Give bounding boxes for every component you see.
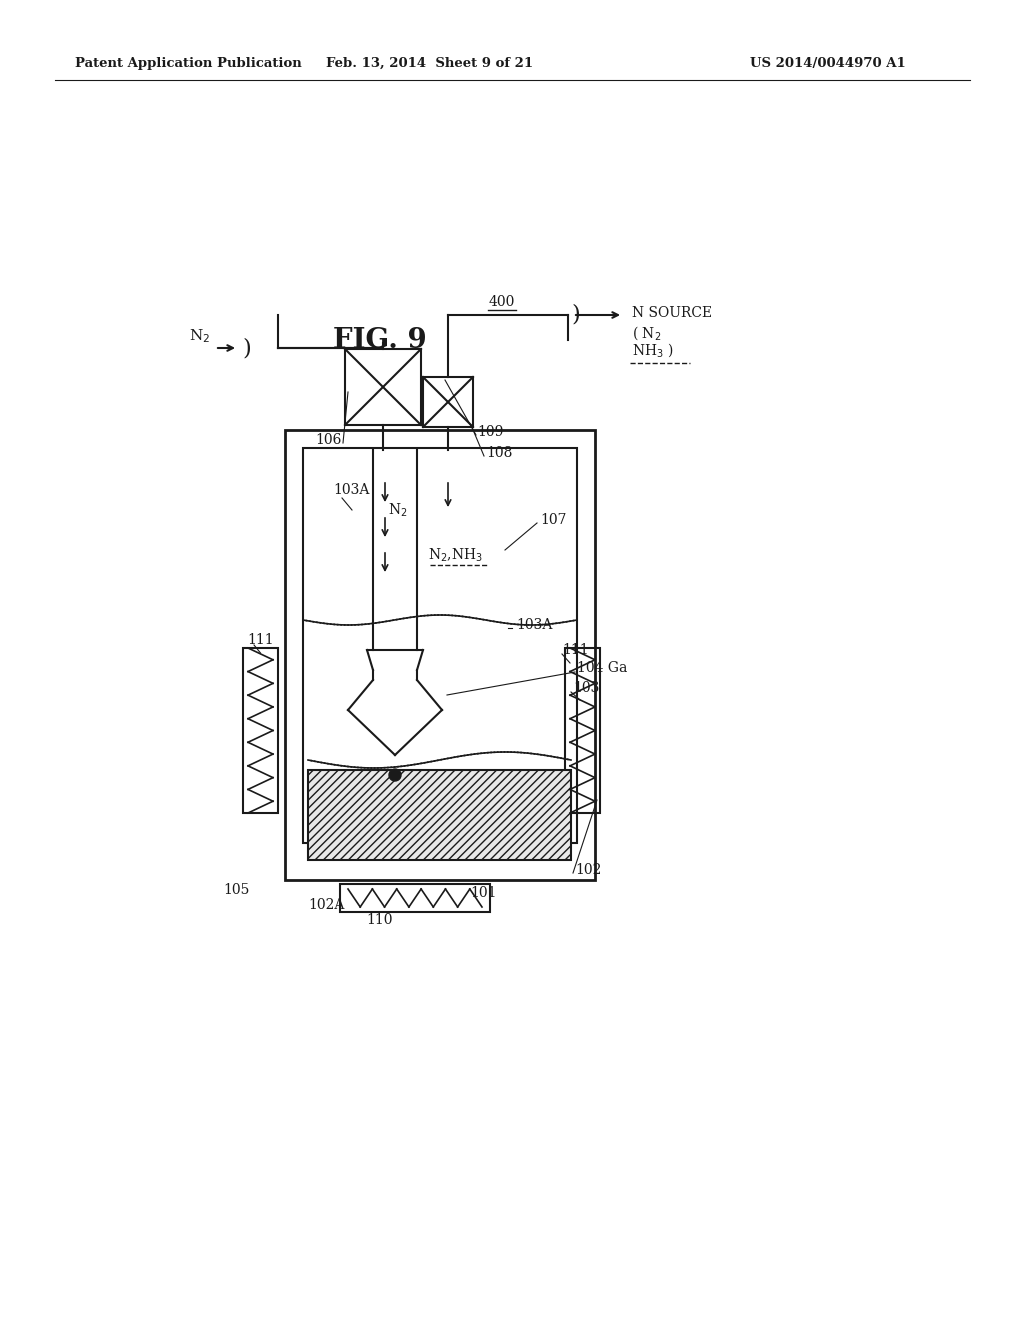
Text: FIG. 9: FIG. 9 <box>333 326 427 354</box>
Text: NH$_3$ ): NH$_3$ ) <box>632 341 674 359</box>
Text: Feb. 13, 2014  Sheet 9 of 21: Feb. 13, 2014 Sheet 9 of 21 <box>327 57 534 70</box>
Text: N$_2$: N$_2$ <box>388 502 408 519</box>
Text: 103A: 103A <box>333 483 370 498</box>
Text: 104 Ga: 104 Ga <box>577 661 628 675</box>
Text: 111: 111 <box>562 643 589 657</box>
Bar <box>243 648 278 813</box>
Text: 110: 110 <box>367 913 393 927</box>
Circle shape <box>389 770 401 781</box>
Text: 105: 105 <box>223 883 250 898</box>
Text: 108: 108 <box>486 446 512 459</box>
Bar <box>345 348 421 425</box>
Text: 102: 102 <box>575 863 601 876</box>
Text: Patent Application Publication: Patent Application Publication <box>75 57 302 70</box>
Bar <box>565 648 600 813</box>
Text: ): ) <box>242 337 251 359</box>
Text: US 2014/0044970 A1: US 2014/0044970 A1 <box>750 57 906 70</box>
Bar <box>303 447 577 843</box>
Text: 103A: 103A <box>516 618 552 632</box>
Text: 109: 109 <box>477 425 504 440</box>
Bar <box>340 884 490 912</box>
Text: N SOURCE: N SOURCE <box>632 306 712 319</box>
Bar <box>285 430 595 880</box>
Bar <box>308 770 571 861</box>
Text: 102A: 102A <box>308 898 344 912</box>
Text: 106: 106 <box>315 433 342 447</box>
Text: N$_2$: N$_2$ <box>189 327 211 345</box>
Text: 400: 400 <box>488 294 515 309</box>
Text: ): ) <box>571 304 580 326</box>
Text: 103: 103 <box>573 681 599 696</box>
Text: ( N$_2$: ( N$_2$ <box>632 325 662 342</box>
Text: 107: 107 <box>540 513 566 527</box>
Text: 111: 111 <box>247 634 273 647</box>
Text: N$_2$,NH$_3$: N$_2$,NH$_3$ <box>428 546 483 564</box>
Bar <box>423 378 473 426</box>
Text: 101: 101 <box>470 886 497 900</box>
